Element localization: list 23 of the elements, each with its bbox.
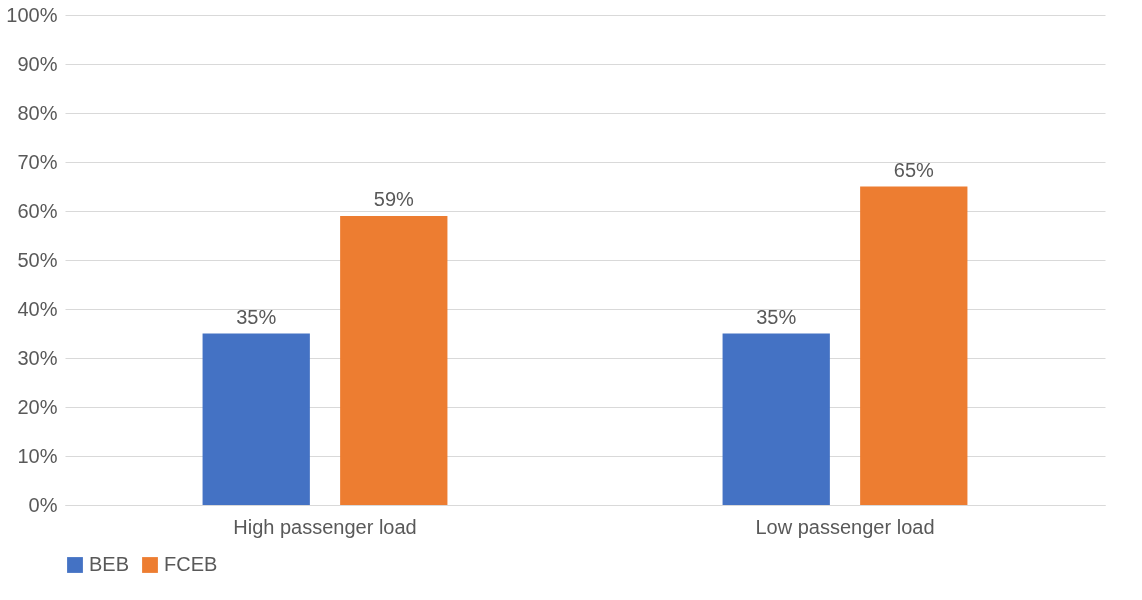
y-tick-label: 100% [6,3,58,26]
legend-label: BEB [89,553,130,575]
x-tick-label: Low passenger load [755,515,935,538]
y-tick-label: 30% [17,346,58,369]
y-tick-label: 60% [17,199,58,222]
bar [202,333,310,505]
data-label: 35% [756,305,797,328]
legend-label: FCEB [164,553,218,575]
bar [722,333,830,505]
bar [340,215,448,505]
y-tick-label: 90% [17,52,58,75]
data-label: 65% [893,158,935,181]
y-tick-label: 70% [17,150,58,173]
x-tick-label: High passenger load [233,515,417,538]
y-tick-label: 80% [17,101,58,124]
y-tick-label: 50% [17,248,58,271]
data-label: 35% [236,305,277,328]
y-tick-label: 0% [28,493,58,516]
y-tick-label: 40% [17,297,58,320]
y-tick-label: 20% [17,395,58,418]
data-label: 59% [373,187,415,210]
bar [860,186,968,505]
y-tick-label: 10% [17,444,58,467]
